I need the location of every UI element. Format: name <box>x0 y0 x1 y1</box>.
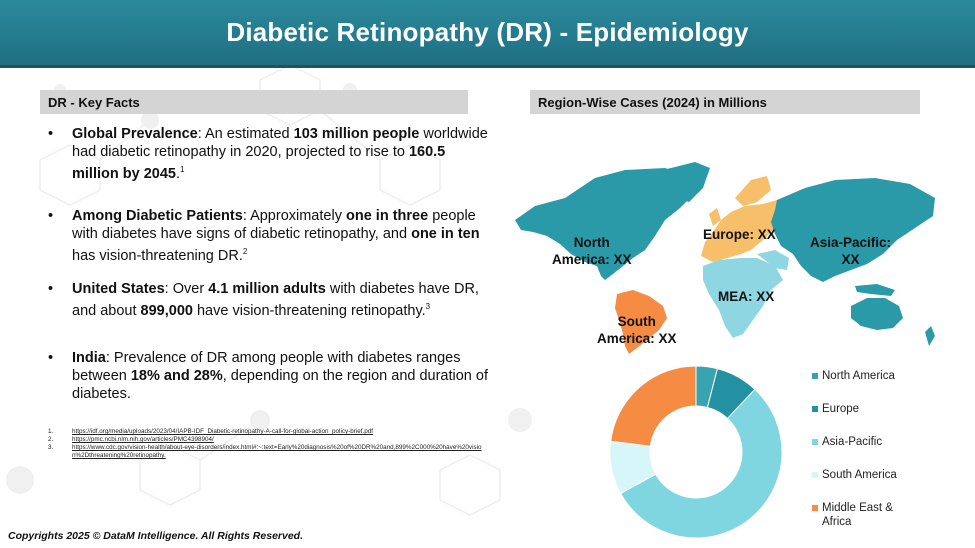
reference-link[interactable]: https://idf.org/media/uploads/2023/04/IA… <box>72 428 374 435</box>
map-greenland <box>655 162 710 202</box>
map-uk <box>709 208 721 226</box>
legend-label: Europe <box>822 403 860 415</box>
legend-item-asia-pacific: Asia-Pacific <box>812 435 882 449</box>
reference-item[interactable]: 3. https://www.cdc.gov/vision-health/abo… <box>48 444 488 460</box>
donut-slice-middle-east-africa <box>610 365 697 447</box>
bullet-icon: • <box>48 126 54 142</box>
legend-swatch <box>812 472 818 478</box>
legend-swatch <box>812 439 818 445</box>
reference-number: 2. <box>48 436 54 443</box>
legend-label: Middle East & Africa <box>822 502 893 528</box>
reference-item[interactable]: 2. https://pmc.ncbi.nlm.nih.gov/articles… <box>48 436 488 444</box>
reference-number: 1. <box>48 428 54 435</box>
map-islands <box>855 284 895 296</box>
map-australia <box>851 298 903 330</box>
bullet-icon: • <box>48 208 54 224</box>
legend-item-north-america: North America <box>812 369 895 383</box>
fact-text: India: Prevalence of DR among people wit… <box>72 350 488 402</box>
bullet-icon: • <box>48 281 54 297</box>
legend-swatch <box>812 373 818 379</box>
reference-link[interactable]: https://pmc.ncbi.nlm.nih.gov/articles/PM… <box>72 436 214 443</box>
map-middle-east <box>757 250 789 270</box>
legend-swatch <box>812 406 818 412</box>
reference-number: 3. <box>48 444 54 451</box>
map-region-asia-pacific <box>771 178 935 282</box>
fact-text: Among Diabetic Patients: Approximately o… <box>72 208 480 264</box>
fact-text: Global Prevalence: An estimated 103 mill… <box>72 126 488 182</box>
copyright-footer: Copyrights 2025 © DataM Intelligence. Al… <box>8 530 304 542</box>
page-title: Diabetic Retinopathy (DR) - Epidemiology <box>226 17 749 47</box>
map-label-asia-pacific: Asia-Pacific: XX <box>810 235 892 267</box>
legend-item-middle-east-africa: Middle East & Africa <box>812 501 893 529</box>
reference-item[interactable]: 1. https://idf.org/media/uploads/2023/04… <box>48 428 488 436</box>
map-label-europe: Europe: XX <box>703 227 776 242</box>
reference-link[interactable]: https://www.cdc.gov/vision-health/about-… <box>72 444 482 459</box>
legend-label: North America <box>822 370 895 382</box>
map-label-south-america: South America: XX <box>597 314 677 346</box>
map-region-south-america <box>615 290 667 354</box>
map-region-north-america <box>515 168 695 280</box>
legend-item-europe: Europe <box>812 402 859 416</box>
bullet-icon: • <box>48 350 54 366</box>
region-cases-section-title: Region-Wise Cases (2024) in Millions <box>530 90 920 114</box>
donut-slice-asia-pacific <box>619 388 783 539</box>
legend-swatch <box>812 505 818 511</box>
map-label-north-america: North America: XX <box>552 235 632 267</box>
region-donut-chart <box>609 365 783 539</box>
map-label-mea: MEA: XX <box>718 289 775 304</box>
map-scandinavia <box>735 176 771 206</box>
legend-item-south-america: South America <box>812 468 897 482</box>
fact-text: United States: Over 4.1 million adults w… <box>72 281 479 319</box>
legend-label: Asia-Pacific <box>822 436 883 448</box>
key-facts-section-title: DR - Key Facts <box>40 90 468 114</box>
map-new-zealand <box>925 326 935 346</box>
world-map <box>515 162 935 354</box>
map-region-mea <box>703 258 783 338</box>
legend-label: South America <box>822 469 897 481</box>
page-header: Diabetic Retinopathy (DR) - Epidemiology <box>0 0 975 68</box>
references-list: 1. https://idf.org/media/uploads/2023/04… <box>48 428 488 460</box>
